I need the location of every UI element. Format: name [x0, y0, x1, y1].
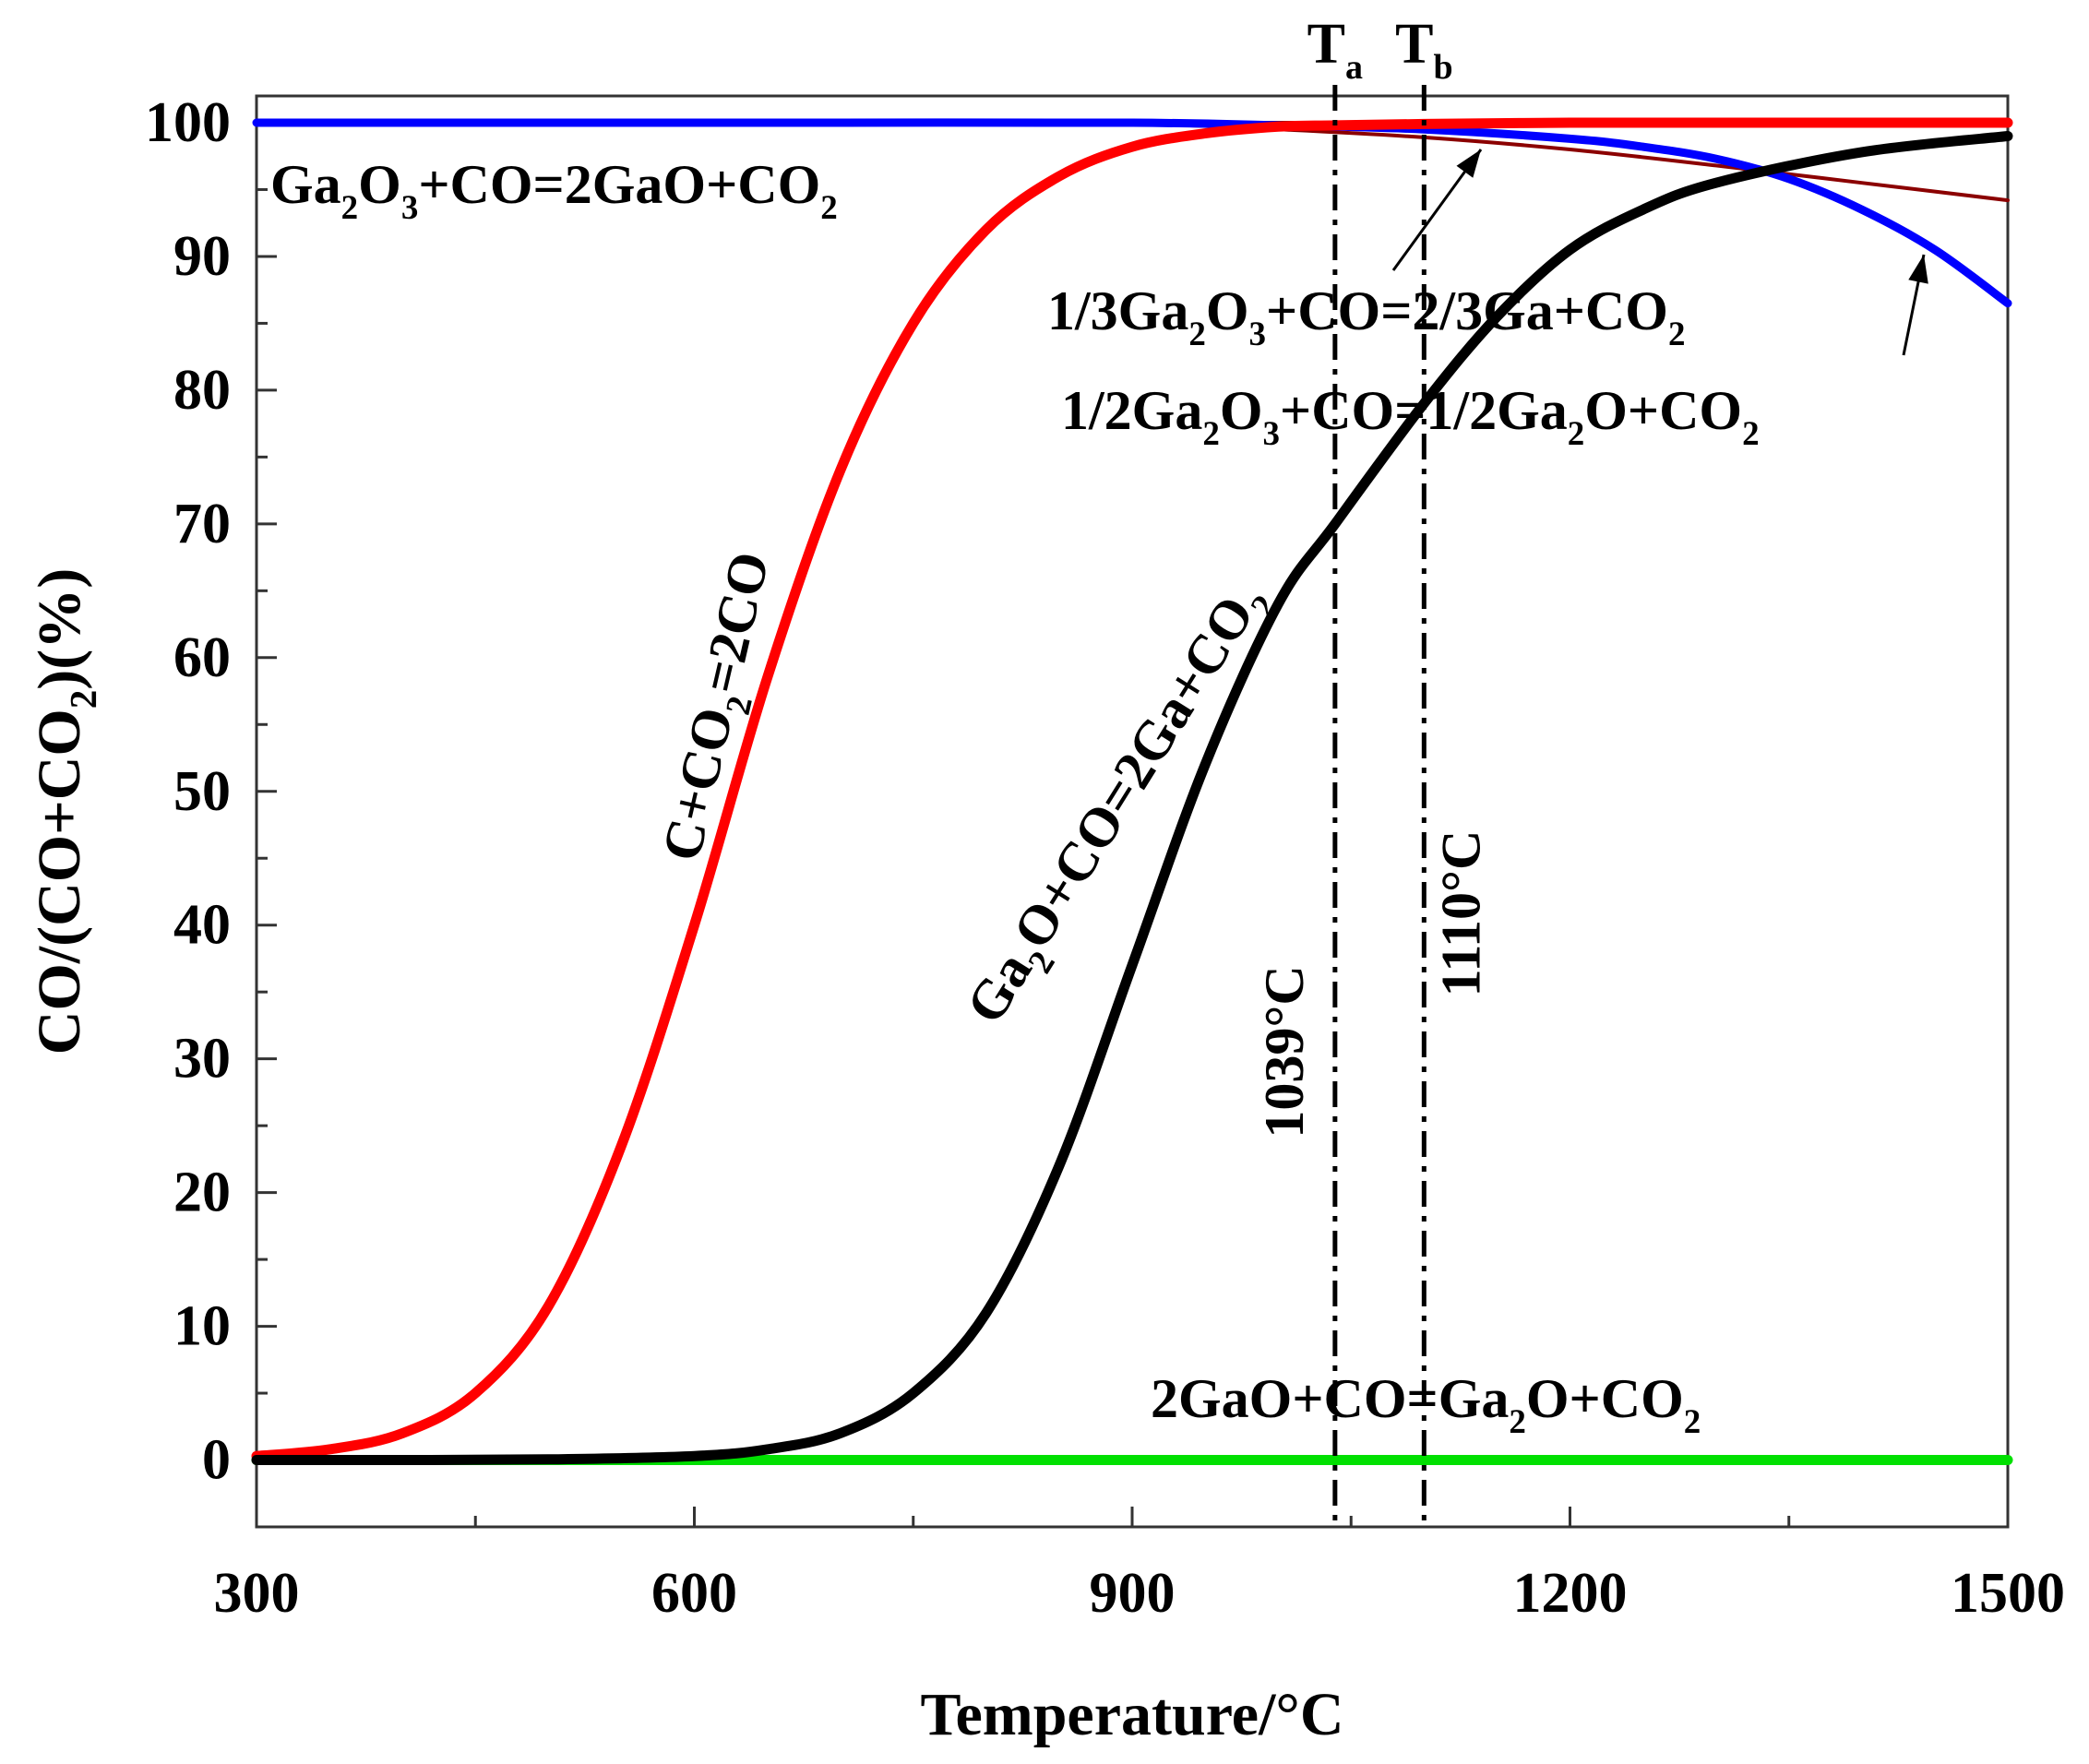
y-tick-label: 0	[202, 1429, 231, 1492]
vline-label-1: Tb	[1395, 13, 1453, 87]
x-axis-title: Temperature/°C	[920, 1681, 1343, 1748]
x-tick-label: 1500	[1951, 1562, 2065, 1625]
y-tick-label: 50	[173, 760, 231, 823]
annotation-third-ga2o3: 1/3Ga2O3+CO=2/3Ga+CO2	[1047, 280, 1685, 353]
y-tick-label: 40	[173, 894, 231, 957]
arrow-half-head	[1908, 255, 1928, 284]
x-tick-label: 900	[1090, 1562, 1176, 1625]
annotation-ga2o: Ga2O+CO=2Ga+CO2	[954, 570, 1285, 1040]
annotation-ga2o3-gao: Ga2O3+CO=2GaO+CO2	[270, 154, 838, 227]
y-tick-label: 90	[173, 225, 231, 288]
y-tick-label: 20	[173, 1162, 231, 1224]
y-tick-label: 10	[173, 1295, 231, 1358]
annotation-half-ga2o3: 1/2Ga2O3+CO=1/2Ga2O+CO2	[1061, 380, 1760, 453]
vline-temp-label-0: 1039°C	[1254, 965, 1315, 1138]
y-axis-title: CO/(CO+CO2)(%)	[26, 568, 104, 1055]
x-tick-label: 1200	[1513, 1562, 1628, 1625]
x-tick-label: 300	[214, 1562, 300, 1625]
y-tick-label: 30	[173, 1028, 231, 1091]
series-line-0	[251, 117, 2013, 1461]
y-tick-label: 70	[173, 493, 231, 555]
y-tick-label: 100	[145, 91, 231, 154]
y-tick-label: 60	[173, 626, 231, 689]
arrow-third-head	[1456, 149, 1481, 178]
x-tick-label: 600	[651, 1562, 737, 1625]
annotation-gao: 2GaO+CO=Ga2O+CO2	[1151, 1368, 1701, 1441]
vline-label-0: Ta	[1307, 13, 1363, 87]
series-line-1	[251, 131, 2013, 1466]
vline-temp-label-1: 1110°C	[1430, 830, 1491, 997]
y-tick-label: 80	[173, 359, 231, 422]
